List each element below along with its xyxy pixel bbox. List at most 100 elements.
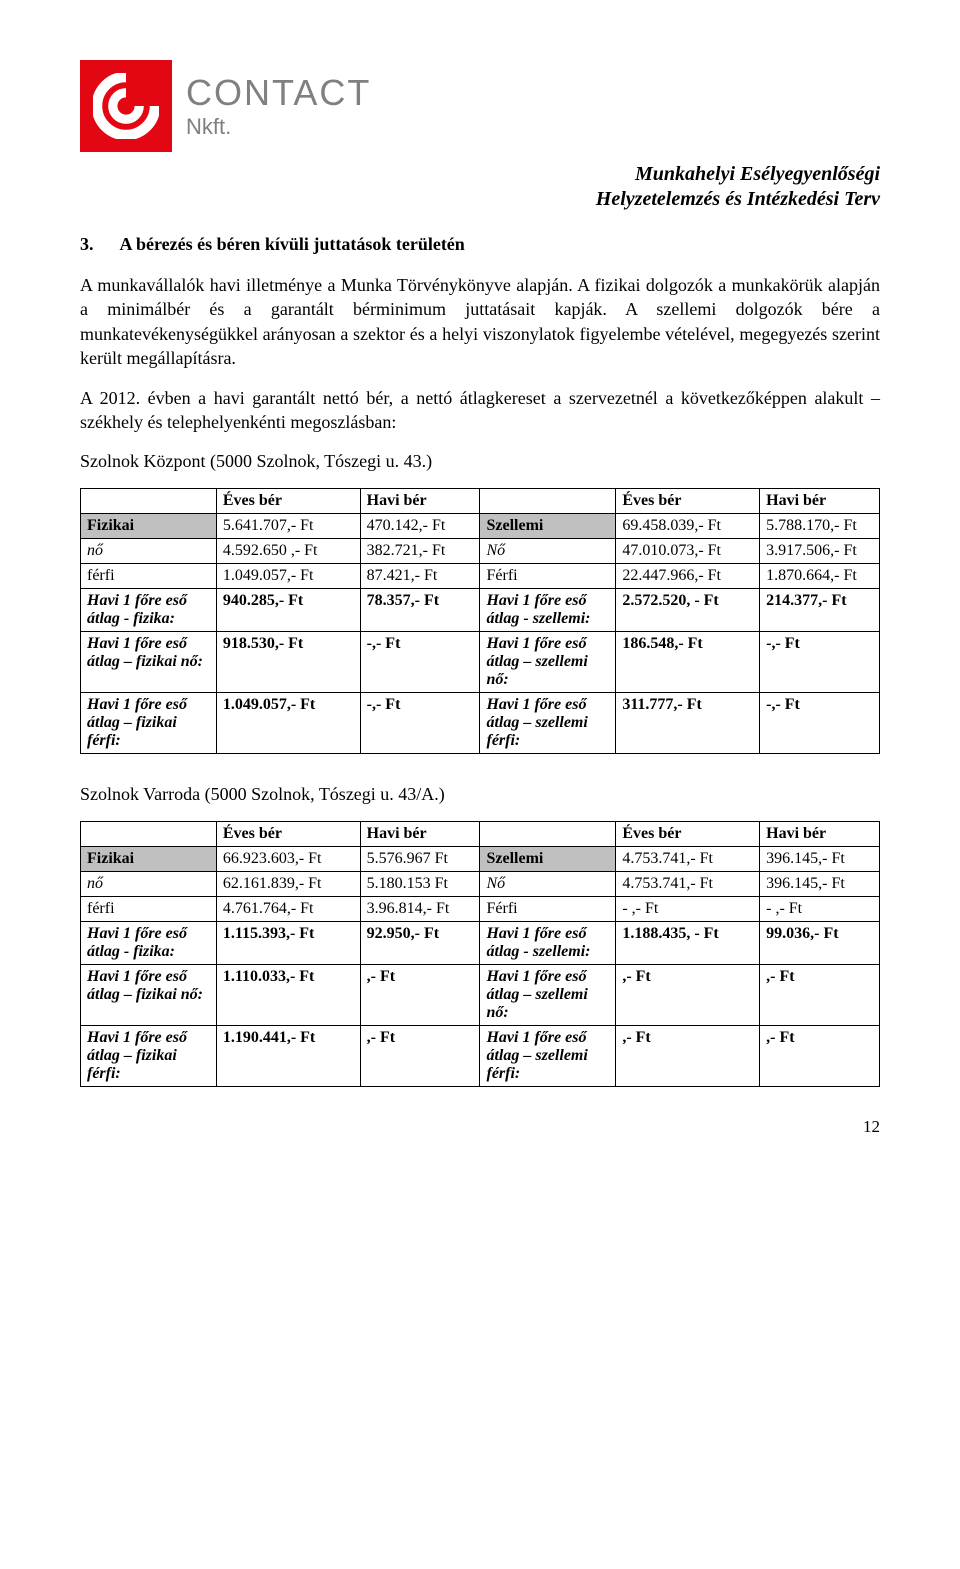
- cell: 470.142,- Ft: [360, 513, 480, 538]
- cell-label: Szellemi: [480, 846, 616, 871]
- cell-label: Havi 1 főre eső átlag – fizikai nő:: [81, 964, 217, 1025]
- header: CONTACT Nkft.: [80, 60, 880, 152]
- table-row: nő 62.161.839,- Ft 5.180.153 Ft Nő 4.753…: [81, 871, 880, 896]
- th-blank2: [480, 821, 616, 846]
- table-row: Havi 1 főre eső átlag – fizikai férfi: 1…: [81, 1025, 880, 1086]
- cell: 92.950,- Ft: [360, 921, 480, 964]
- th-havi2: Havi bér: [760, 488, 880, 513]
- cell-label: Havi 1 főre eső átlag – szellemi nő:: [480, 631, 616, 692]
- cell: 22.447.966,- Ft: [616, 563, 760, 588]
- cell-label: férfi: [81, 896, 217, 921]
- cell: 382.721,- Ft: [360, 538, 480, 563]
- cell: -,- Ft: [760, 692, 880, 753]
- cell: 4.592.650 ,- Ft: [216, 538, 360, 563]
- cell-label: Havi 1 főre eső átlag – fizikai férfi:: [81, 1025, 217, 1086]
- cell: 47.010.073,- Ft: [616, 538, 760, 563]
- th-eves: Éves bér: [216, 488, 360, 513]
- table-2: Éves bér Havi bér Éves bér Havi bér Fizi…: [80, 821, 880, 1087]
- cell: 1.049.057,- Ft: [216, 692, 360, 753]
- page-number: 12: [80, 1117, 880, 1137]
- cell: 940.285,- Ft: [216, 588, 360, 631]
- subtitle-2: Szolnok Varroda (5000 Szolnok, Tószegi u…: [80, 784, 880, 805]
- cell: ,- Ft: [360, 1025, 480, 1086]
- brand-main: CONTACT: [186, 72, 371, 114]
- table-row: nő 4.592.650 ,- Ft 382.721,- Ft Nő 47.01…: [81, 538, 880, 563]
- logo-icon: [80, 60, 172, 152]
- cell: 78.357,- Ft: [360, 588, 480, 631]
- cell: 4.761.764,- Ft: [216, 896, 360, 921]
- cell: ,- Ft: [616, 964, 760, 1025]
- brand-sub: Nkft.: [186, 114, 371, 140]
- cell-label: Havi 1 főre eső átlag - szellemi:: [480, 921, 616, 964]
- cell-label: nő: [81, 538, 217, 563]
- table-row: Havi 1 főre eső átlag - fizika: 1.115.39…: [81, 921, 880, 964]
- paragraph-1: A munkavállalók havi illetménye a Munka …: [80, 273, 880, 370]
- document-title: Munkahelyi Esélyegyenlőségi Helyzetelemz…: [80, 162, 880, 212]
- table-row: férfi 4.761.764,- Ft 3.96.814,- Ft Férfi…: [81, 896, 880, 921]
- cell: 3.917.506,- Ft: [760, 538, 880, 563]
- th-eves2: Éves bér: [616, 821, 760, 846]
- cell: 5.576.967 Ft: [360, 846, 480, 871]
- cell: 1.188.435, - Ft: [616, 921, 760, 964]
- cell-label: Nő: [480, 871, 616, 896]
- cell: 69.458.039,- Ft: [616, 513, 760, 538]
- th-eves2: Éves bér: [616, 488, 760, 513]
- table-row: Fizikai 5.641.707,- Ft 470.142,- Ft Szel…: [81, 513, 880, 538]
- table-row: Havi 1 főre eső átlag – fizikai férfi: 1…: [81, 692, 880, 753]
- cell-label: Havi 1 főre eső átlag – fizikai nő:: [81, 631, 217, 692]
- cell: -,- Ft: [760, 631, 880, 692]
- cell: 5.788.170,- Ft: [760, 513, 880, 538]
- cell-label: Havi 1 főre eső átlag - fizika:: [81, 921, 217, 964]
- th-eves: Éves bér: [216, 821, 360, 846]
- table-row: férfi 1.049.057,- Ft 87.421,- Ft Férfi 2…: [81, 563, 880, 588]
- cell-label: Havi 1 főre eső átlag – szellemi férfi:: [480, 692, 616, 753]
- cell: 186.548,- Ft: [616, 631, 760, 692]
- cell: 1.110.033,- Ft: [216, 964, 360, 1025]
- cell: 5.641.707,- Ft: [216, 513, 360, 538]
- cell: 3.96.814,- Ft: [360, 896, 480, 921]
- th-blank: [81, 488, 217, 513]
- doc-title-line1: Munkahelyi Esélyegyenlőségi: [635, 163, 880, 185]
- cell-label: Férfi: [480, 896, 616, 921]
- cell-label: Fizikai: [81, 846, 217, 871]
- th-blank: [81, 821, 217, 846]
- cell-label: férfi: [81, 563, 217, 588]
- cell: 87.421,- Ft: [360, 563, 480, 588]
- cell-label: Havi 1 főre eső átlag - szellemi:: [480, 588, 616, 631]
- cell: 396.145,- Ft: [760, 871, 880, 896]
- section-heading: 3. A bérezés és béren kívüli juttatások …: [80, 234, 880, 255]
- cell: 1.870.664,- Ft: [760, 563, 880, 588]
- th-havi2: Havi bér: [760, 821, 880, 846]
- cell: 1.190.441,- Ft: [216, 1025, 360, 1086]
- cell-label: Havi 1 főre eső átlag – fizikai férfi:: [81, 692, 217, 753]
- page: CONTACT Nkft. Munkahelyi Esélyegyenlőség…: [0, 0, 960, 1167]
- heading-text: A bérezés és béren kívüli juttatások ter…: [120, 234, 465, 254]
- cell-label: Havi 1 főre eső átlag – szellemi nő:: [480, 964, 616, 1025]
- doc-title-line2: Helyzetelemzés és Intézkedési Terv: [596, 188, 880, 210]
- brand-text: CONTACT Nkft.: [186, 72, 371, 140]
- cell: ,- Ft: [616, 1025, 760, 1086]
- th-havi: Havi bér: [360, 821, 480, 846]
- cell: 62.161.839,- Ft: [216, 871, 360, 896]
- cell: 214.377,- Ft: [760, 588, 880, 631]
- cell: 2.572.520, - Ft: [616, 588, 760, 631]
- cell: 4.753.741,- Ft: [616, 871, 760, 896]
- cell-label: Havi 1 főre eső átlag – szellemi férfi:: [480, 1025, 616, 1086]
- cell-label: Havi 1 főre eső átlag - fizika:: [81, 588, 217, 631]
- cell: 1.115.393,- Ft: [216, 921, 360, 964]
- table-row: Havi 1 főre eső átlag – fizikai nő: 918.…: [81, 631, 880, 692]
- cell: - ,- Ft: [760, 896, 880, 921]
- table-1: Éves bér Havi bér Éves bér Havi bér Fizi…: [80, 488, 880, 754]
- cell: -,- Ft: [360, 692, 480, 753]
- cell: 1.049.057,- Ft: [216, 563, 360, 588]
- cell: 311.777,- Ft: [616, 692, 760, 753]
- cell-label: Nő: [480, 538, 616, 563]
- cell-label: Fizikai: [81, 513, 217, 538]
- cell: 4.753.741,- Ft: [616, 846, 760, 871]
- table-row: Havi 1 főre eső átlag - fizika: 940.285,…: [81, 588, 880, 631]
- cell: 5.180.153 Ft: [360, 871, 480, 896]
- cell: ,- Ft: [360, 964, 480, 1025]
- table-row: Havi 1 főre eső átlag – fizikai nő: 1.11…: [81, 964, 880, 1025]
- cell: ,- Ft: [760, 964, 880, 1025]
- table-row: Fizikai 66.923.603,- Ft 5.576.967 Ft Sze…: [81, 846, 880, 871]
